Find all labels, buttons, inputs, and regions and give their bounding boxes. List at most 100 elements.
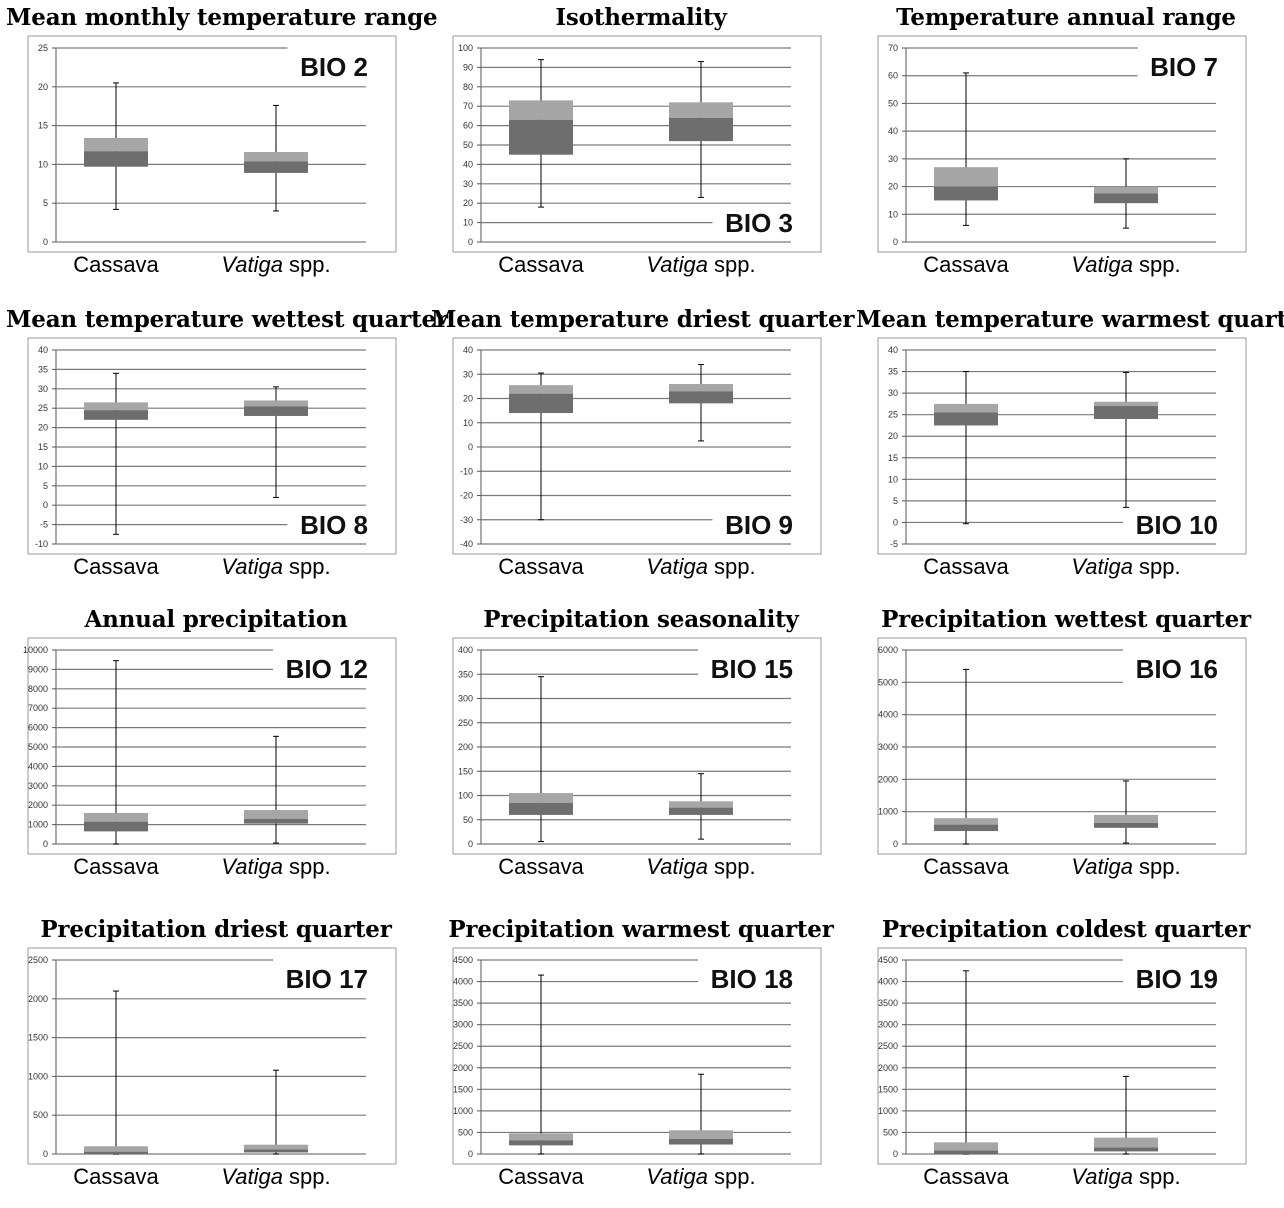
x-category-label: Cassava xyxy=(73,854,159,879)
chart-panel: 0 1000 2000 3000 4000 5000 6000 BIO 16 Precipita… xyxy=(856,602,1276,898)
category-genus: Vatiga xyxy=(221,1164,283,1189)
category-genus: Vatiga xyxy=(221,554,283,579)
box-plot: 0 1000 2000 3000 4000 5000 6000 BIO 16 xyxy=(877,637,1247,855)
y-tick-label: 35 xyxy=(888,367,898,377)
category-genus: Vatiga xyxy=(221,854,283,879)
box-lower-quartile xyxy=(84,821,148,832)
y-tick-label: 3000 xyxy=(878,1020,898,1030)
chart-panel: 0 10 20 30 40 50 60 70 80 90 100 BIO 3 Isothermality… xyxy=(431,0,851,296)
y-tick-label: 25 xyxy=(38,403,48,413)
box-upper-quartile xyxy=(84,402,148,411)
y-tick-label: 350 xyxy=(458,669,473,679)
y-tick-label: -5 xyxy=(40,520,48,530)
x-category-label: Vatiga spp. xyxy=(1071,854,1180,880)
y-tick-label: 30 xyxy=(38,384,48,394)
x-category-label: Cassava xyxy=(923,252,1009,277)
box-lower-quartile xyxy=(244,161,308,173)
x-category-label: Cassava xyxy=(498,252,584,277)
box-upper-quartile xyxy=(1094,186,1158,194)
chart-panel: 0 500 1000 1500 2000 2500 3000 3500 4000 4500 BIO … xyxy=(431,912,851,1208)
y-tick-label: 4000 xyxy=(28,761,48,771)
category-suffix: spp. xyxy=(1132,554,1181,579)
y-tick-label: 15 xyxy=(38,442,48,452)
box-upper-quartile xyxy=(1094,814,1158,823)
y-tick-label: 0 xyxy=(43,1149,48,1159)
bio-label-background xyxy=(698,646,795,686)
category-genus: Vatiga xyxy=(646,252,708,277)
y-tick-label: 30 xyxy=(888,154,898,164)
box-vatiga xyxy=(244,386,308,498)
x-category-label: Vatiga spp. xyxy=(646,854,755,880)
box-plot: 0 500 1000 1500 2000 2500 3000 3500 4000 4500 BIO … xyxy=(877,947,1247,1165)
box-upper-quartile xyxy=(934,403,998,413)
y-tick-label: -40 xyxy=(460,539,473,549)
bio-label: BIO 16 xyxy=(1136,654,1218,684)
bio-label: BIO 17 xyxy=(286,964,368,994)
y-tick-label: 1000 xyxy=(28,820,48,830)
y-tick-label: 40 xyxy=(888,126,898,136)
y-tick-label: 500 xyxy=(883,1127,898,1137)
box-cassava xyxy=(934,970,998,1155)
box-upper-quartile xyxy=(84,812,148,822)
box-vatiga xyxy=(1094,158,1158,229)
y-tick-label: 60 xyxy=(888,71,898,81)
chart-title: Mean monthly temperature range xyxy=(6,4,438,31)
box-upper-quartile xyxy=(509,100,573,120)
box-upper-quartile xyxy=(669,102,733,118)
y-tick-label: 0 xyxy=(893,237,898,247)
box-upper-quartile xyxy=(509,1133,573,1141)
y-tick-label: 50 xyxy=(888,98,898,108)
y-tick-label: 2500 xyxy=(28,955,48,965)
chart-title: Temperature annual range xyxy=(896,4,1236,31)
y-tick-label: 1500 xyxy=(878,1084,898,1094)
chart-title: Precipitation seasonality xyxy=(483,606,799,633)
chart-panel: 0 500 1000 1500 2000 2500 3000 3500 4000 4500 BIO … xyxy=(856,912,1276,1208)
chart-title: Mean temperature driest quarter xyxy=(431,306,855,333)
box-plot: 0 10 20 30 40 50 60 70 BIO 7 xyxy=(877,35,1247,253)
y-tick-label: 2500 xyxy=(878,1041,898,1051)
box-vatiga xyxy=(669,61,733,198)
y-tick-label: 5000 xyxy=(878,677,898,687)
y-tick-label: 6000 xyxy=(28,723,48,733)
box-upper-quartile xyxy=(509,385,573,394)
box-lower-quartile xyxy=(934,1150,998,1154)
bio-label-background xyxy=(273,956,370,996)
y-tick-label: 200 xyxy=(458,742,473,752)
box-vatiga xyxy=(244,1069,308,1155)
bio-label: BIO 3 xyxy=(725,208,793,238)
bio-label-background xyxy=(698,956,795,996)
y-tick-label: 15 xyxy=(38,121,48,131)
y-tick-label: 80 xyxy=(463,82,473,92)
x-category-label: Vatiga spp. xyxy=(221,252,330,278)
x-category-label: Cassava xyxy=(498,854,584,879)
y-tick-label: 10 xyxy=(463,418,473,428)
y-tick-label: 2000 xyxy=(28,800,48,810)
chart-title: Annual precipitation xyxy=(84,606,348,633)
y-tick-label: 30 xyxy=(888,388,898,398)
box-lower-quartile xyxy=(244,818,308,824)
bio-label: BIO 8 xyxy=(300,510,368,540)
bio-label-background xyxy=(1123,956,1220,996)
box-vatiga xyxy=(669,1073,733,1155)
y-tick-label: 4000 xyxy=(878,977,898,987)
y-tick-label: 3500 xyxy=(878,998,898,1008)
y-tick-label: 9000 xyxy=(28,664,48,674)
y-tick-label: 3000 xyxy=(878,742,898,752)
y-tick-label: 10 xyxy=(888,474,898,484)
bio-label: BIO 12 xyxy=(286,654,368,684)
y-tick-label: 30 xyxy=(463,179,473,189)
box-plot: 0 10 20 30 40 50 60 70 80 90 100 BIO 3 xyxy=(452,35,822,253)
box-upper-quartile xyxy=(84,1146,148,1152)
bio-label: BIO 19 xyxy=(1136,964,1218,994)
box-cassava xyxy=(509,372,573,521)
y-tick-label: -5 xyxy=(890,539,898,549)
y-tick-label: 300 xyxy=(458,694,473,704)
bio-label-background xyxy=(1123,646,1220,686)
y-tick-label: 0 xyxy=(468,442,473,452)
category-suffix: spp. xyxy=(1132,854,1181,879)
y-tick-label: 8000 xyxy=(28,684,48,694)
category-suffix: spp. xyxy=(707,554,756,579)
chart-title: Precipitation driest quarter xyxy=(40,916,392,943)
box-lower-quartile xyxy=(1094,1147,1158,1152)
box-upper-quartile xyxy=(84,138,148,152)
